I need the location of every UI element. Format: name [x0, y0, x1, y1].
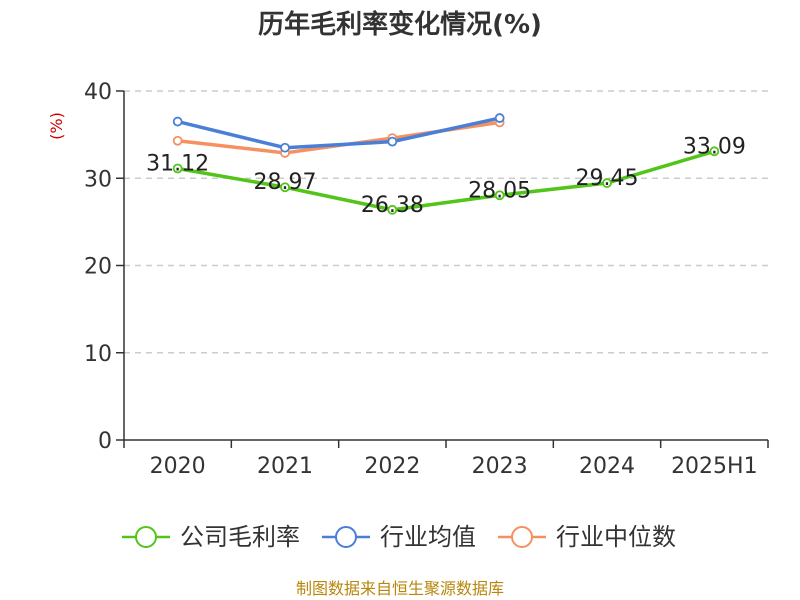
legend-label: 行业中位数 [556, 523, 676, 551]
legend-swatch-marker [135, 526, 157, 548]
data-point [387, 204, 398, 215]
data-label: 29.45 [576, 166, 639, 191]
data-label: 33.09 [683, 134, 746, 159]
series-lines [177, 116, 715, 212]
legend-item: 公司毛利率 [122, 523, 300, 551]
y-axis-unit-label: (%) [47, 112, 66, 140]
data-point [387, 136, 398, 147]
y-tick-label: 30 [84, 167, 112, 192]
y-tick-label: 20 [84, 255, 112, 280]
data-point [602, 178, 612, 188]
chart-title: 历年毛利率变化情况(%) [258, 9, 542, 40]
data-point [172, 163, 183, 174]
y-tick-label: 0 [98, 429, 112, 454]
legend-swatch-marker [511, 526, 533, 548]
source-note: 制图数据来自恒生聚源数据库 [296, 579, 504, 598]
data-point [494, 113, 505, 123]
data-point [280, 182, 290, 193]
y-tick-label: 40 [84, 80, 112, 105]
data-point [280, 142, 290, 153]
y-tick-label: 10 [84, 342, 112, 367]
x-tick-label: 2025H1 [671, 454, 758, 479]
x-tick-label: 2020 [150, 454, 206, 479]
series-line-1 [177, 116, 501, 150]
x-tick-label: 2024 [579, 454, 635, 479]
legend-swatch-marker [335, 526, 357, 548]
legend: 公司毛利率 行业均值 行业中位数 [122, 523, 676, 551]
data-labels: 31.12 28.97 26.38 28.05 29.45 33.09 [146, 134, 746, 218]
x-tick-label: 2022 [364, 454, 420, 479]
data-point [172, 135, 183, 146]
data-label: 28.97 [254, 170, 317, 195]
x-tick-label: 2021 [257, 454, 313, 479]
legend-item: 行业均值 [322, 523, 476, 551]
axes [116, 90, 769, 448]
data-point [172, 116, 183, 127]
data-point [494, 190, 505, 201]
data-point [709, 146, 720, 157]
tick-labels: 0 10 20 30 40 2020 2021 2022 2023 2024 2025H1 [84, 80, 758, 479]
series-points [172, 113, 720, 215]
x-tick-label: 2023 [472, 454, 528, 479]
series-line-0 [177, 149, 715, 212]
data-label: 31.12 [146, 151, 209, 176]
legend-label: 公司毛利率 [180, 523, 300, 551]
data-label: 26.38 [361, 193, 424, 218]
legend-label: 行业均值 [380, 523, 476, 551]
legend-item: 行业中位数 [498, 523, 676, 551]
gridlines [124, 90, 768, 354]
data-label: 28.05 [468, 178, 531, 203]
